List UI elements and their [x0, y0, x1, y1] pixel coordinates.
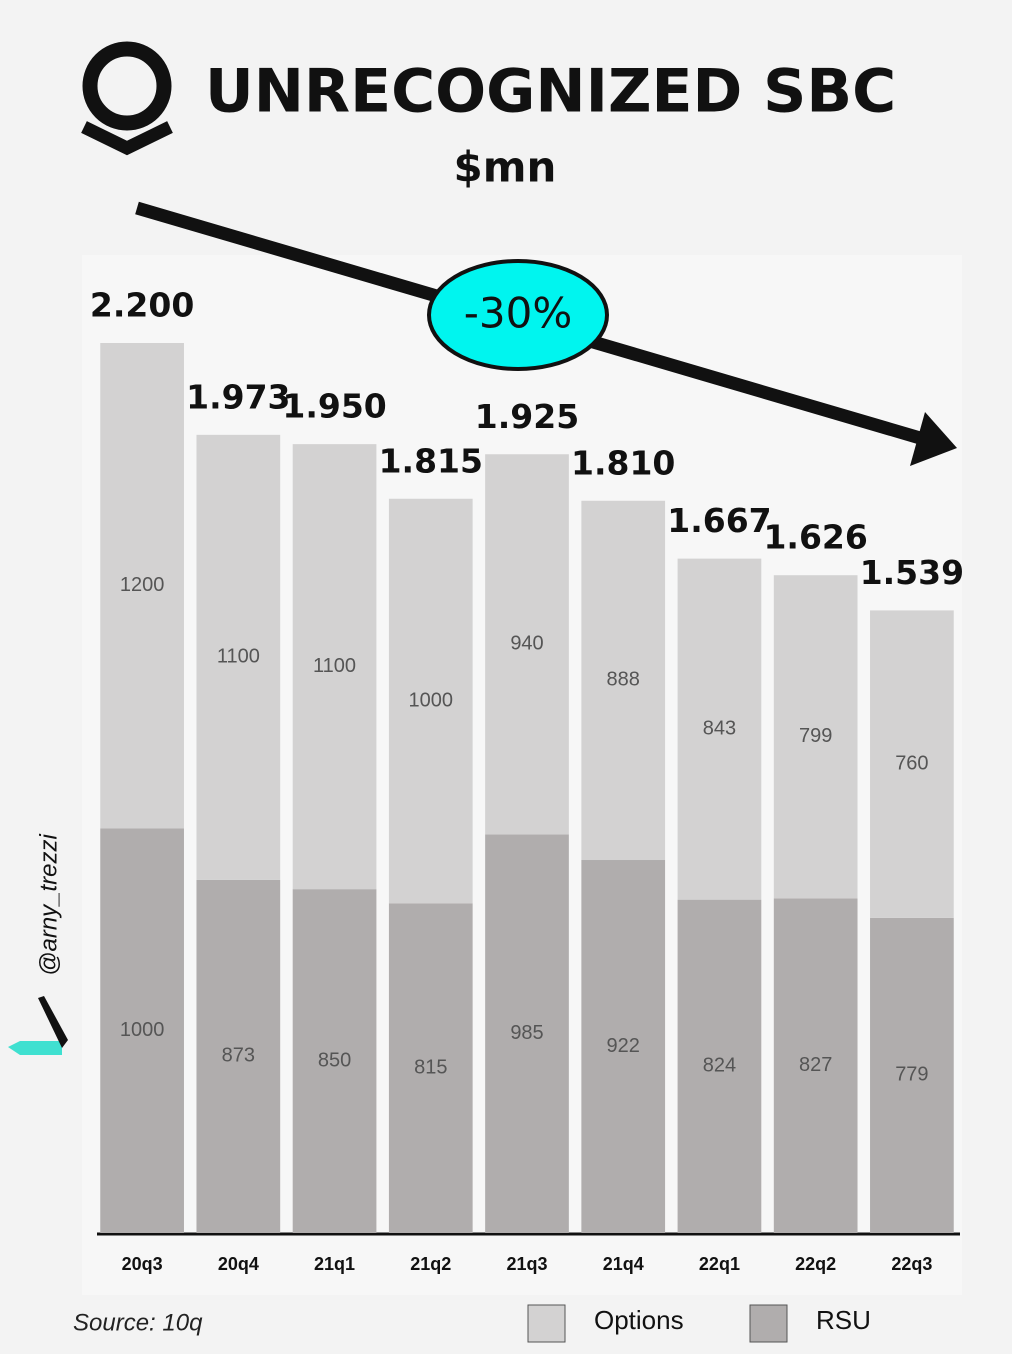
segment-label: 850 [318, 1049, 351, 1071]
bar-segment [292, 444, 377, 890]
segment-label: 1100 [313, 655, 356, 677]
segment-label: 1000 [409, 689, 454, 711]
segment-label: 779 [895, 1064, 928, 1086]
segment-label: 873 [222, 1045, 255, 1067]
bar-segment [388, 903, 473, 1233]
total-label: 1.973 [186, 377, 290, 416]
bar-segment [100, 828, 184, 1233]
bar-segment [581, 860, 666, 1233]
segment-label: 922 [607, 1035, 640, 1057]
legend-label: RSU [816, 1305, 871, 1335]
total-label: 1.539 [860, 553, 964, 592]
segment-label: 1000 [120, 1019, 165, 1041]
total-label: 2.200 [90, 286, 194, 325]
segment-label: 827 [799, 1054, 832, 1076]
legend-swatch [527, 1304, 566, 1343]
bar-segment [196, 879, 281, 1233]
chart-title: UNRECOGNIZED SBC [205, 57, 896, 127]
x-tick-label: 20q4 [218, 1254, 259, 1274]
bar-segment [581, 500, 666, 861]
annotation: -30% [464, 289, 573, 338]
x-tick-label: 21q3 [506, 1254, 547, 1274]
x-tick-label: 21q1 [314, 1254, 355, 1274]
total-label: 1.815 [379, 441, 483, 480]
x-tick-label: 20q3 [122, 1254, 163, 1274]
segment-label: 985 [510, 1022, 543, 1044]
x-tick-label: 22q1 [699, 1254, 740, 1274]
segment-label: 815 [414, 1056, 447, 1078]
watermark-logo [8, 996, 68, 1055]
bar-segment [485, 834, 569, 1233]
bar-segment [485, 454, 569, 835]
total-label: 1.667 [667, 501, 771, 540]
x-tick-label: 22q3 [891, 1254, 932, 1274]
bar-segment [773, 898, 858, 1233]
segment-label: 760 [895, 752, 928, 774]
segment-label: 1100 [217, 646, 260, 668]
bar-segment [292, 889, 377, 1233]
total-label: 1.925 [475, 397, 579, 436]
bar-segment [870, 917, 954, 1233]
watermark: @arny_trezzi [35, 833, 62, 975]
total-label: 1.626 [763, 518, 867, 557]
segment-label: 1200 [120, 574, 165, 596]
logo [81, 41, 173, 156]
x-tick-label: 22q2 [795, 1254, 836, 1274]
legend-label: Options [594, 1305, 684, 1335]
legend-swatch [749, 1304, 788, 1343]
bar-segment [100, 343, 184, 829]
segment-label: 843 [703, 717, 736, 739]
total-label: 1.950 [282, 387, 386, 426]
bar-segment [677, 899, 762, 1233]
chart-subtitle: $mn [454, 143, 557, 192]
segment-label: 824 [703, 1055, 736, 1077]
x-tick-label: 21q4 [603, 1254, 644, 1274]
bar-segment [870, 610, 954, 918]
bar-segment [677, 558, 762, 900]
total-label: 1.810 [571, 443, 675, 482]
segment-label: 799 [799, 725, 832, 747]
segment-label: 888 [607, 669, 640, 691]
segment-label: 940 [510, 633, 543, 655]
annotation-bubble [427, 259, 609, 371]
bar-segment [388, 498, 473, 904]
x-tick-label: 21q2 [410, 1254, 451, 1274]
bar-segment [196, 434, 281, 880]
bar-segment [773, 575, 858, 899]
source: Source: 10q [73, 1309, 203, 1336]
